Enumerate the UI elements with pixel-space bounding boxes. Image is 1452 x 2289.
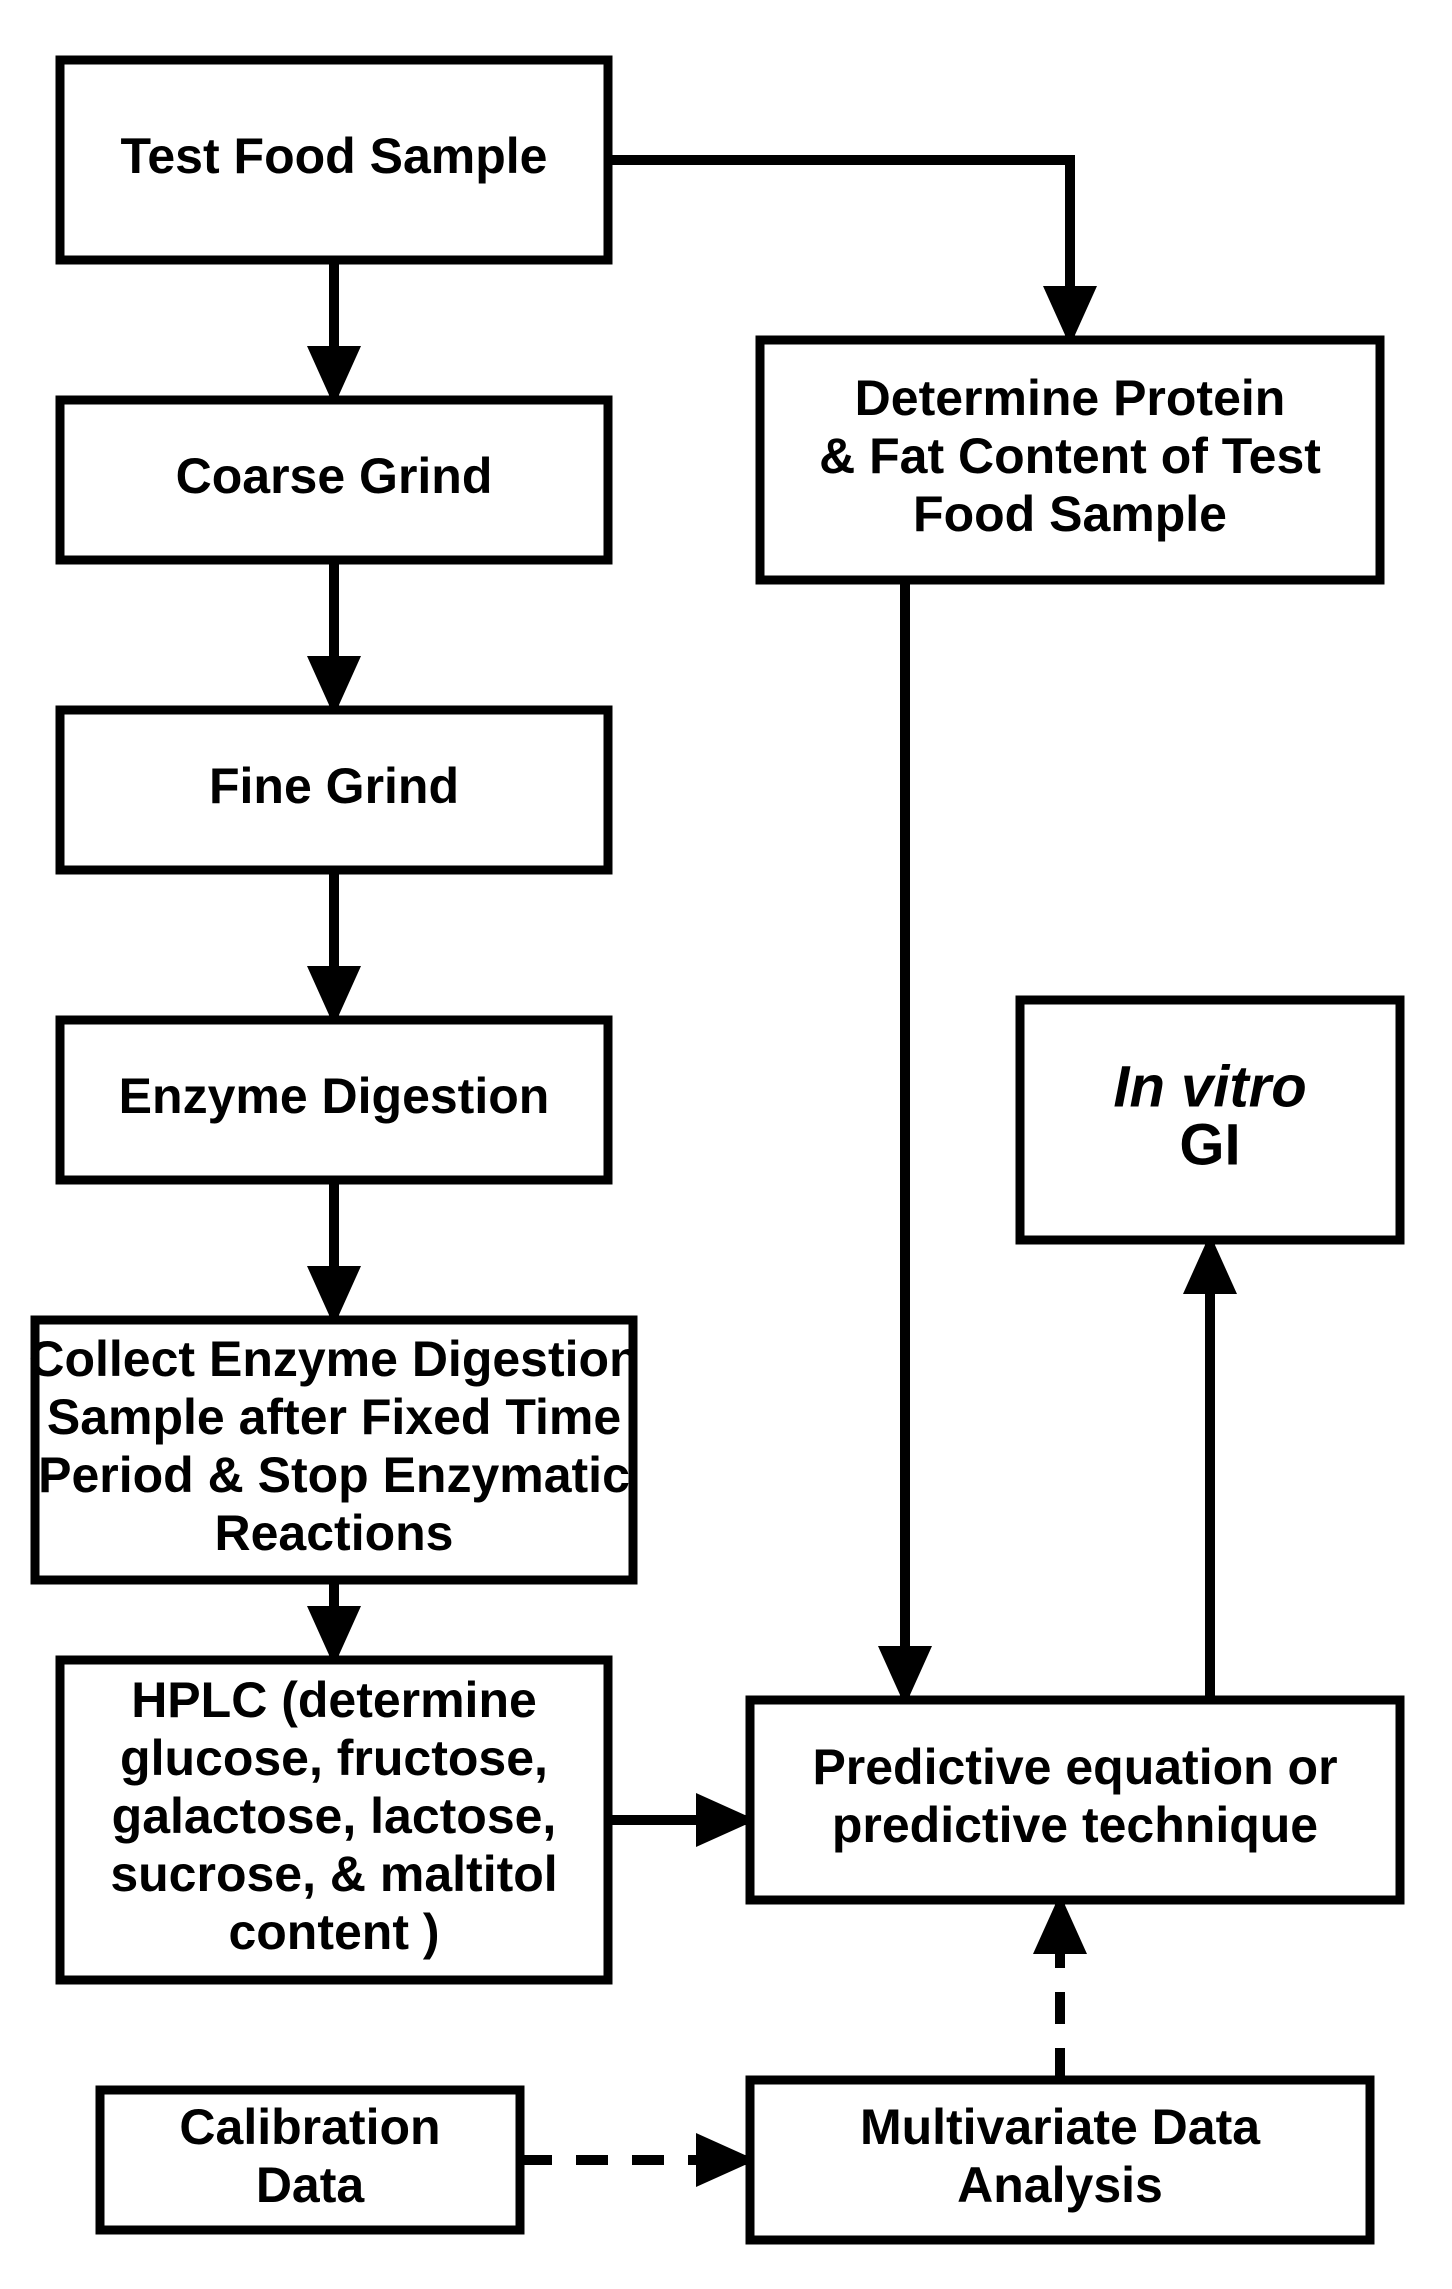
node-predictive: Predictive equation orpredictive techniq… [750,1700,1400,1900]
node-coarse-grind: Coarse Grind [60,400,608,560]
edge-e-test-to-determine [608,160,1070,340]
node-label-multivariate-line: Multivariate Data [860,2099,1261,2155]
node-label-collect-sample-line: Sample after Fixed Time [47,1389,621,1445]
node-label-enzyme-digestion-line: Enzyme Digestion [119,1068,550,1124]
node-label-hplc-line: glucose, fructose, [120,1730,548,1786]
node-label-determine-protein-fat-line: Determine Protein [855,370,1286,426]
node-label-calibration-data-line: Data [256,2157,366,2213]
node-determine-protein-fat: Determine Protein& Fat Content of TestFo… [760,340,1380,580]
node-label-determine-protein-fat-line: Food Sample [913,486,1227,542]
node-label-predictive-line: Predictive equation or [812,1739,1337,1795]
node-collect-sample: Collect Enzyme DigestionSample after Fix… [28,1320,639,1580]
node-in-vitro-gi: In vitroGI [1020,1000,1400,1240]
node-label-hplc-line: HPLC (determine [131,1672,537,1728]
node-label-hplc-line: sucrose, & maltitol [110,1846,557,1902]
node-label-calibration-data-line: Calibration [179,2099,440,2155]
node-hplc: HPLC (determineglucose, fructose,galacto… [60,1660,608,1980]
node-label-fine-grind-line: Fine Grind [209,758,459,814]
node-label-determine-protein-fat-line: & Fat Content of Test [819,428,1321,484]
node-label-in-vitro-gi-line: GI [1179,1112,1240,1177]
node-test-food-sample: Test Food Sample [60,60,608,260]
node-label-collect-sample-line: Collect Enzyme Digestion [28,1331,639,1387]
node-label-collect-sample-line: Period & Stop Enzymatic [38,1447,630,1503]
node-label-hplc-line: galactose, lactose, [112,1788,557,1844]
node-multivariate: Multivariate DataAnalysis [750,2080,1370,2240]
node-label-test-food-sample-line: Test Food Sample [121,128,548,184]
node-label-predictive-line: predictive technique [832,1797,1318,1853]
node-label-coarse-grind-line: Coarse Grind [176,448,493,504]
node-label-multivariate-line: Analysis [957,2157,1163,2213]
node-label-in-vitro-gi-line: In vitro [1113,1054,1306,1119]
node-enzyme-digestion: Enzyme Digestion [60,1020,608,1180]
node-fine-grind: Fine Grind [60,710,608,870]
nodes-layer: Test Food Sample Coarse Grind Fine Grind En… [28,60,1400,2240]
node-calibration-data: CalibrationData [100,2090,520,2230]
node-label-collect-sample-line: Reactions [215,1505,454,1561]
node-label-hplc-line: content ) [228,1904,439,1960]
